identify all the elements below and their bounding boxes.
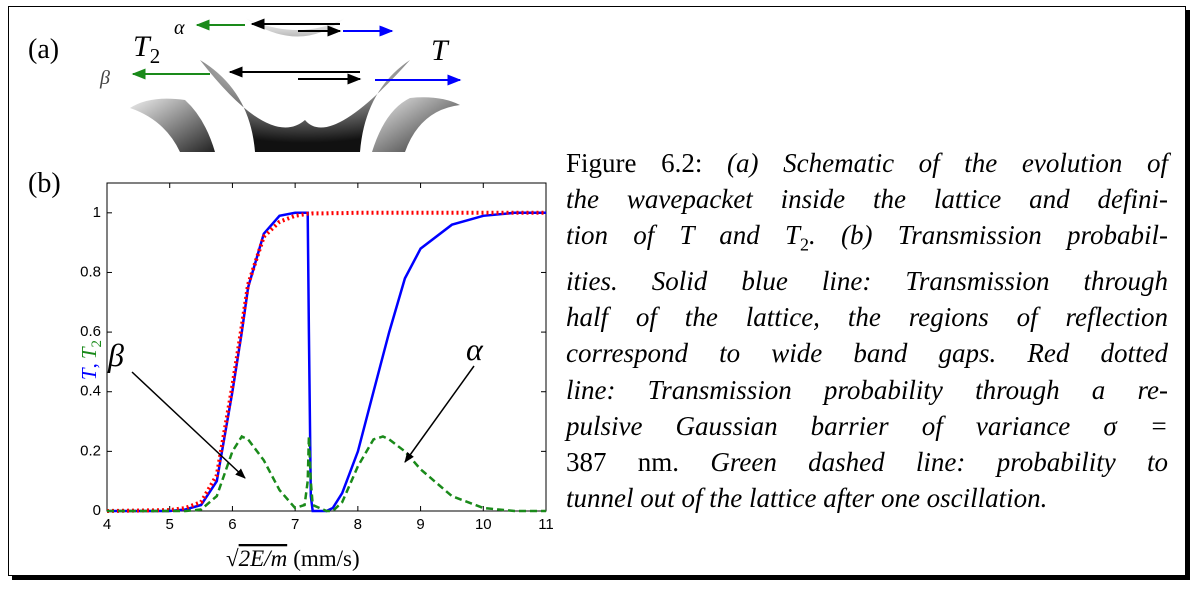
annotation-arrow (131, 371, 246, 479)
caption-line: half of the lattice, the regions of refl… (566, 299, 1168, 335)
alpha-label: α (174, 17, 185, 39)
caption-text: T (784, 220, 800, 251)
x-tick-label: 10 (475, 516, 492, 533)
caption: Figure 6.2: (a) Schematic of the evoluti… (566, 145, 1168, 516)
caption-text: . (b) Transmission probabil- (809, 220, 1168, 251)
x-tick-label: 7 (291, 516, 299, 533)
y-tick-label: 0 (93, 502, 101, 519)
caption-line: correspond to wide band gaps. Red dotted (566, 335, 1168, 371)
panel-label: (b) (28, 168, 61, 199)
caption-line: pulsive Gaussian barrier of variance σ = (566, 408, 1168, 444)
caption-line: ities. Solid blue line: Transmission thr… (566, 263, 1168, 299)
y-tick-label: 1 (93, 204, 101, 221)
t-label: T (431, 34, 450, 67)
x-tick-label: 11 (538, 516, 554, 533)
series-line (107, 434, 546, 513)
caption-text: and (694, 220, 785, 251)
caption-text: half of the lattice, the regions of refl… (566, 302, 1168, 333)
annotation-arrow (404, 365, 475, 463)
caption-label: Figure 6.2: (566, 148, 703, 178)
caption-line: tunnel out of the lattice after one osci… (566, 480, 1168, 516)
t2-label: T2 (133, 30, 160, 68)
caption-line: 387 nm. Green dashed line: probability t… (566, 444, 1168, 480)
annotation: α (466, 331, 484, 367)
y-tick-label: 0.8 (80, 263, 101, 280)
x-tick-label: 4 (103, 516, 111, 533)
y-axis-label: T,T2 (77, 340, 105, 380)
x-tick-label: 9 (416, 516, 424, 533)
caption-line: the wavepacket inside the lattice and de… (566, 181, 1168, 217)
caption-text: (a) Schematic of the evolution of (727, 148, 1168, 178)
panel-label: (a) (28, 34, 59, 65)
caption-text: Green dashed line: probability to (679, 447, 1168, 478)
caption-text: line: Transmission probability through a… (566, 374, 1168, 405)
figure-frame (8, 6, 1186, 576)
caption-text: 387 nm. (566, 447, 680, 478)
x-tick-label: 8 (354, 516, 362, 533)
x-axis-label: √2E/m (mm/s) (226, 546, 360, 571)
caption-text: the wavepacket inside the lattice and de… (566, 184, 1168, 215)
caption-text: correspond to wide band gaps. Red dotted (566, 338, 1168, 369)
x-tick-label: 5 (166, 516, 174, 533)
beta-label: β (99, 67, 110, 89)
caption-text: pulsive Gaussian barrier of variance σ = (566, 410, 1168, 441)
caption-text: tion of (566, 220, 680, 251)
caption-text: T (679, 220, 694, 251)
caption-line: tion of T and T2. (b) Transmission proba… (566, 217, 1168, 263)
series-line (106, 210, 546, 513)
x-tick-label: 6 (228, 516, 236, 533)
y-tick-label: 0.6 (80, 323, 101, 340)
caption-line: line: Transmission probability through a… (566, 372, 1168, 408)
y-tick-label: 0.4 (80, 383, 101, 400)
y-tick-label: 0.2 (80, 442, 101, 459)
schematic (130, 18, 462, 152)
annotation: β (107, 337, 124, 373)
caption-line: Figure 6.2: (a) Schematic of the evoluti… (566, 145, 1168, 181)
caption-text: 2 (800, 234, 809, 255)
svg-text:T,T2: T,T2 (77, 340, 105, 380)
caption-text: tunnel out of the lattice after one osci… (566, 483, 1048, 514)
caption-text: ities. Solid blue line: Transmission thr… (566, 266, 1168, 296)
